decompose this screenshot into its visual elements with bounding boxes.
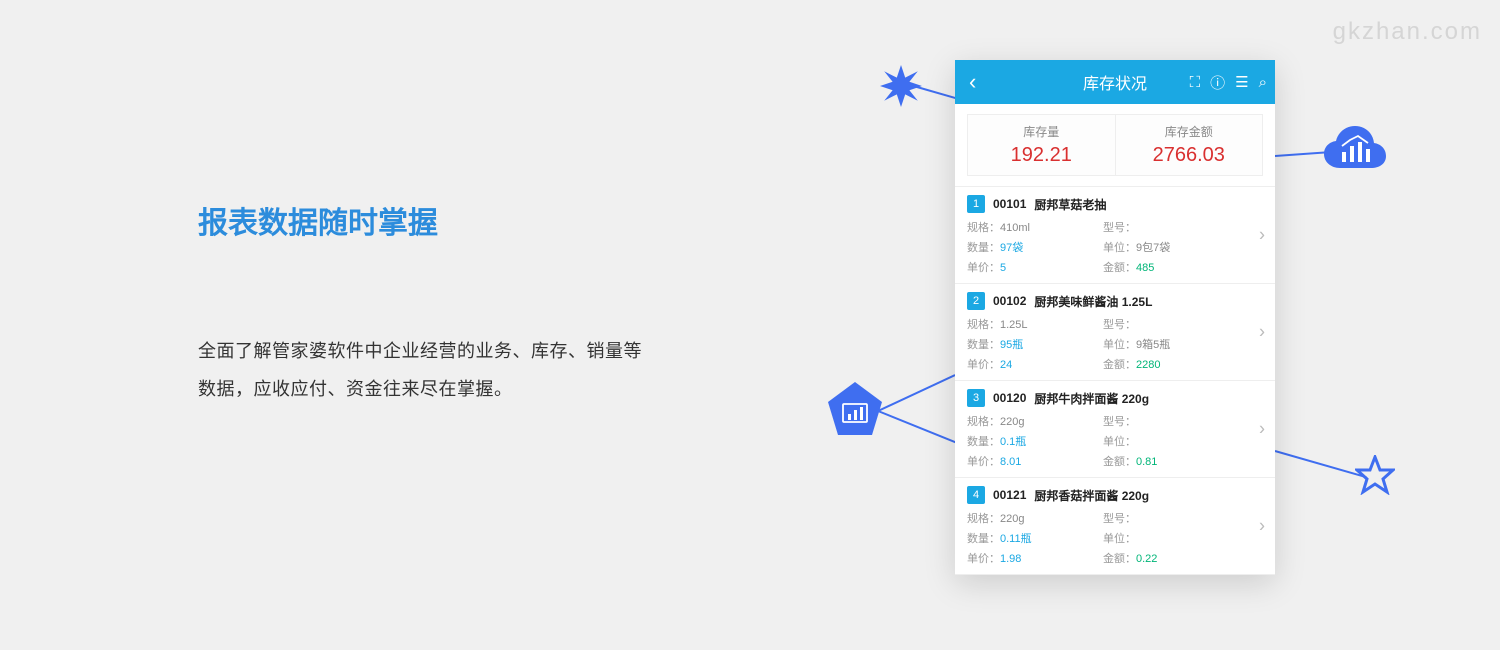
- item-index: 4: [967, 486, 985, 504]
- marketing-copy: 报表数据随时掌握 全面了解管家婆软件中企业经营的业务、库存、销量等数据，应收应付…: [198, 198, 658, 408]
- page-description: 全面了解管家婆软件中企业经营的业务、库存、销量等数据，应收应付、资金往来尽在掌握…: [198, 332, 658, 408]
- summary-row: 库存量 192.21 库存金额 2766.03: [955, 104, 1275, 187]
- report-badge-icon: [825, 380, 885, 440]
- screen-title: 库存状况: [1083, 70, 1147, 94]
- item-model: 型号：: [1103, 316, 1239, 332]
- item-code: 00101: [993, 197, 1026, 211]
- item-amount: 金额：0.81: [1103, 453, 1239, 469]
- item-qty: 数量：0.11瓶: [967, 530, 1103, 546]
- item-qty: 数量：95瓶: [967, 336, 1103, 352]
- item-name: 厨邦草菇老抽: [1034, 196, 1106, 213]
- watermark: gkzhan.com: [1333, 18, 1482, 46]
- item-code: 00121: [993, 488, 1026, 502]
- item-name: 厨邦美味鲜酱油 1.25L: [1034, 293, 1152, 310]
- item-unit: 单位：: [1103, 530, 1239, 546]
- item-qty: 数量：0.1瓶: [967, 433, 1103, 449]
- item-model: 型号：: [1103, 413, 1239, 429]
- item-name: 厨邦香菇拌面酱 220g: [1034, 487, 1149, 504]
- item-spec: 规格：220g: [967, 413, 1103, 429]
- item-price: 单价：24: [967, 356, 1103, 372]
- chevron-right-icon: ›: [1259, 322, 1265, 343]
- item-amount: 金额：485: [1103, 259, 1239, 275]
- chevron-right-icon: ›: [1259, 516, 1265, 537]
- item-price: 单价：5: [967, 259, 1103, 275]
- item-price: 单价：1.98: [967, 550, 1103, 566]
- summary-value: 192.21: [968, 144, 1115, 167]
- item-spec: 规格：1.25L: [967, 316, 1103, 332]
- item-spec: 规格：410ml: [967, 219, 1103, 235]
- inventory-item[interactable]: 2 00102 厨邦美味鲜酱油 1.25L 规格：1.25L型号：数量：95瓶单位：9…: [955, 284, 1275, 381]
- summary-value: 2766.03: [1116, 144, 1263, 167]
- item-code: 00120: [993, 391, 1026, 405]
- inventory-item[interactable]: 4 00121 厨邦香菇拌面酱 220g 规格：220g型号：数量：0.11瓶单位：单…: [955, 478, 1275, 575]
- inventory-item[interactable]: 3 00120 厨邦牛肉拌面酱 220g 规格：220g型号：数量：0.1瓶单位：单价…: [955, 381, 1275, 478]
- star-icon: [1355, 455, 1395, 495]
- summary-stock-qty[interactable]: 库存量 192.21: [967, 114, 1115, 176]
- connector-line: [878, 374, 956, 412]
- connector-line: [878, 410, 960, 445]
- page-title: 报表数据随时掌握: [198, 198, 658, 242]
- back-button[interactable]: ‹: [955, 71, 990, 93]
- info-icon[interactable]: ⓘ: [1210, 72, 1225, 93]
- item-index: 2: [967, 292, 985, 310]
- burst-icon: [880, 65, 922, 107]
- item-model: 型号：: [1103, 510, 1239, 526]
- search-icon[interactable]: ⌕: [1259, 74, 1267, 91]
- summary-stock-amount[interactable]: 库存金额 2766.03: [1115, 114, 1264, 176]
- item-index: 1: [967, 195, 985, 213]
- item-price: 单价：8.01: [967, 453, 1103, 469]
- item-qty: 数量：97袋: [967, 239, 1103, 255]
- chevron-right-icon: ›: [1259, 419, 1265, 440]
- chevron-right-icon: ›: [1259, 225, 1265, 246]
- list-icon[interactable]: ☰: [1235, 73, 1248, 91]
- app-header: ‹ 库存状况 ⛶ ⓘ ☰ ⌕: [955, 60, 1275, 104]
- item-unit: 单位：: [1103, 433, 1239, 449]
- summary-label: 库存金额: [1116, 123, 1263, 140]
- phone-mockup: ‹ 库存状况 ⛶ ⓘ ☰ ⌕ 库存量 192.21 库存金额 2766.03 1…: [955, 60, 1275, 575]
- chart-cloud-icon: [1320, 120, 1390, 180]
- item-unit: 单位：9箱5瓶: [1103, 336, 1239, 352]
- connector-line: [1275, 450, 1367, 478]
- item-unit: 单位：9包7袋: [1103, 239, 1239, 255]
- summary-label: 库存量: [968, 123, 1115, 140]
- item-amount: 金额：0.22: [1103, 550, 1239, 566]
- item-name: 厨邦牛肉拌面酱 220g: [1034, 390, 1149, 407]
- item-model: 型号：: [1103, 219, 1239, 235]
- scan-icon[interactable]: ⛶: [1190, 74, 1201, 91]
- item-amount: 金额：2280: [1103, 356, 1239, 372]
- item-code: 00102: [993, 294, 1026, 308]
- item-index: 3: [967, 389, 985, 407]
- item-spec: 规格：220g: [967, 510, 1103, 526]
- inventory-item[interactable]: 1 00101 厨邦草菇老抽规格：410ml型号：数量：97袋单位：9包7袋单价：5…: [955, 187, 1275, 284]
